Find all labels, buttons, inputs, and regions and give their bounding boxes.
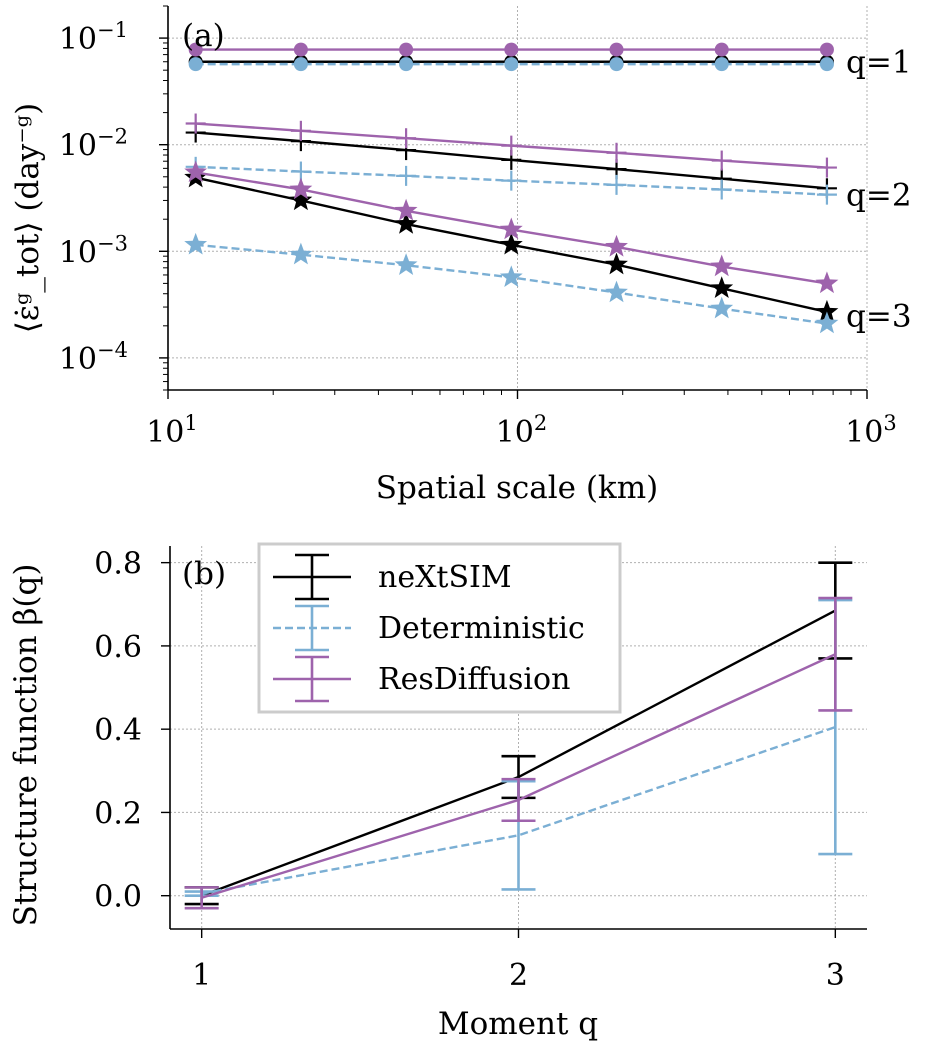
data-point xyxy=(188,57,203,72)
data-point xyxy=(816,184,837,205)
series-resdiffusion-q=1 xyxy=(188,42,834,57)
data-point xyxy=(396,128,417,149)
panel-a-series xyxy=(184,42,839,334)
moment-label: q=3 xyxy=(846,298,912,334)
y-tick-label: 0.2 xyxy=(94,796,142,831)
data-point xyxy=(504,42,519,57)
panel-b-series xyxy=(184,561,853,910)
panel-b-ticks: 1 2 3 0.0 0.2 0.4 0.6 0.8 xyxy=(94,547,845,993)
y-tick-label: 0.4 xyxy=(94,713,142,748)
y-tick-label: 0.8 xyxy=(94,547,142,582)
y-tick-label: 10−2 xyxy=(59,125,128,164)
data-point xyxy=(289,177,313,200)
y-tick-label: 0.0 xyxy=(94,880,142,915)
data-point xyxy=(185,113,206,134)
data-point xyxy=(184,232,208,255)
data-point xyxy=(396,165,417,186)
y-tick-label: 10−4 xyxy=(59,338,128,377)
x-tick-label: 102 xyxy=(496,411,548,450)
data-point xyxy=(815,299,839,322)
data-point xyxy=(605,252,628,275)
data-point xyxy=(819,57,834,72)
y-tick-label: 0.6 xyxy=(94,630,142,665)
series-resdiffusion-q=3 xyxy=(184,160,839,294)
data-point xyxy=(399,42,414,57)
panel-a-y-axis-label: ⟨ε̇ᵍ_tot⟩ (day⁻ᵍ) xyxy=(10,103,46,333)
moment-label: q=1 xyxy=(846,45,912,81)
y-tick-label: 10−3 xyxy=(59,231,128,270)
x-tick-label: 2 xyxy=(509,958,528,993)
data-point xyxy=(605,280,628,303)
data-point xyxy=(815,271,839,294)
legend-item-deterministic: Deterministic xyxy=(273,604,585,652)
data-point xyxy=(184,160,208,183)
series-deterministic-q=1 xyxy=(188,57,834,72)
panel-a-chart: 101 102 103 10−1 10−2 10−3 10−4 (a) Spatial sc… xyxy=(10,5,912,506)
legend-box xyxy=(257,542,622,714)
data-point xyxy=(816,157,837,178)
legend-item-nextsim: neXtSIM xyxy=(273,553,512,601)
data-point xyxy=(394,253,418,275)
data-point xyxy=(394,198,418,221)
data-point xyxy=(710,276,734,298)
x-tick-label: 1 xyxy=(192,958,211,993)
data-point xyxy=(399,57,414,72)
data-point xyxy=(504,57,519,72)
data-point xyxy=(605,234,628,257)
data-point xyxy=(714,57,729,72)
panel-a-ticks: 101 102 103 10−1 10−2 10−3 10−4 xyxy=(59,5,897,450)
data-point xyxy=(815,311,839,334)
panel-a-moment-labels: q=1 q=2 q=3 xyxy=(846,45,912,335)
data-point xyxy=(293,57,308,72)
data-point xyxy=(711,179,732,200)
error-bar xyxy=(818,596,853,712)
series-deterministic-q=2 xyxy=(185,156,837,205)
data-point xyxy=(394,212,418,234)
data-point xyxy=(499,232,523,255)
legend-label: ResDiffusion xyxy=(378,662,570,697)
data-point xyxy=(710,254,734,277)
legend-item-resdiffusion: ResDiffusion xyxy=(273,655,570,703)
data-point xyxy=(499,265,523,288)
data-point xyxy=(606,174,627,195)
series-deterministic-q=3 xyxy=(184,232,839,334)
x-tick-label: 3 xyxy=(826,958,845,993)
data-point xyxy=(609,42,624,57)
series-line xyxy=(195,243,828,325)
legend-label: Deterministic xyxy=(378,611,585,646)
x-tick-label: 101 xyxy=(146,411,198,450)
data-point xyxy=(499,217,523,240)
data-point xyxy=(290,120,311,141)
data-point xyxy=(289,188,313,211)
data-point xyxy=(501,170,522,191)
data-point xyxy=(606,142,627,163)
panel-b-legend: neXtSIM Deterministic ResDiffusion xyxy=(257,542,622,714)
data-point xyxy=(293,42,308,57)
moment-label: q=2 xyxy=(846,178,912,214)
panel-b-x-axis-label: Moment q xyxy=(438,1006,598,1042)
data-point xyxy=(711,150,732,171)
data-point xyxy=(710,296,734,319)
series-resdiffusion xyxy=(184,596,853,910)
y-tick-label: 10−1 xyxy=(59,18,128,57)
data-point xyxy=(714,42,729,57)
panel-b-chart: 1 2 3 0.0 0.2 0.4 0.6 0.8 (b) Moment q Structur… xyxy=(8,542,867,1042)
data-point xyxy=(289,242,313,265)
data-point xyxy=(609,57,624,72)
data-point xyxy=(501,135,522,156)
error-bar xyxy=(501,777,536,823)
legend-label: neXtSIM xyxy=(378,560,512,595)
series-resdiffusion-q=2 xyxy=(185,113,837,178)
data-point xyxy=(188,42,203,57)
panel-b-tag: (b) xyxy=(182,556,226,592)
error-bar xyxy=(184,886,219,910)
panel-b-y-axis-label: Structure function β(q) xyxy=(8,564,44,927)
x-tick-label: 103 xyxy=(845,411,897,450)
panel-a-x-axis-label: Spatial scale (km) xyxy=(376,470,658,506)
panel-a-tag: (a) xyxy=(182,18,225,54)
data-point xyxy=(819,42,834,57)
series-line xyxy=(201,725,836,895)
